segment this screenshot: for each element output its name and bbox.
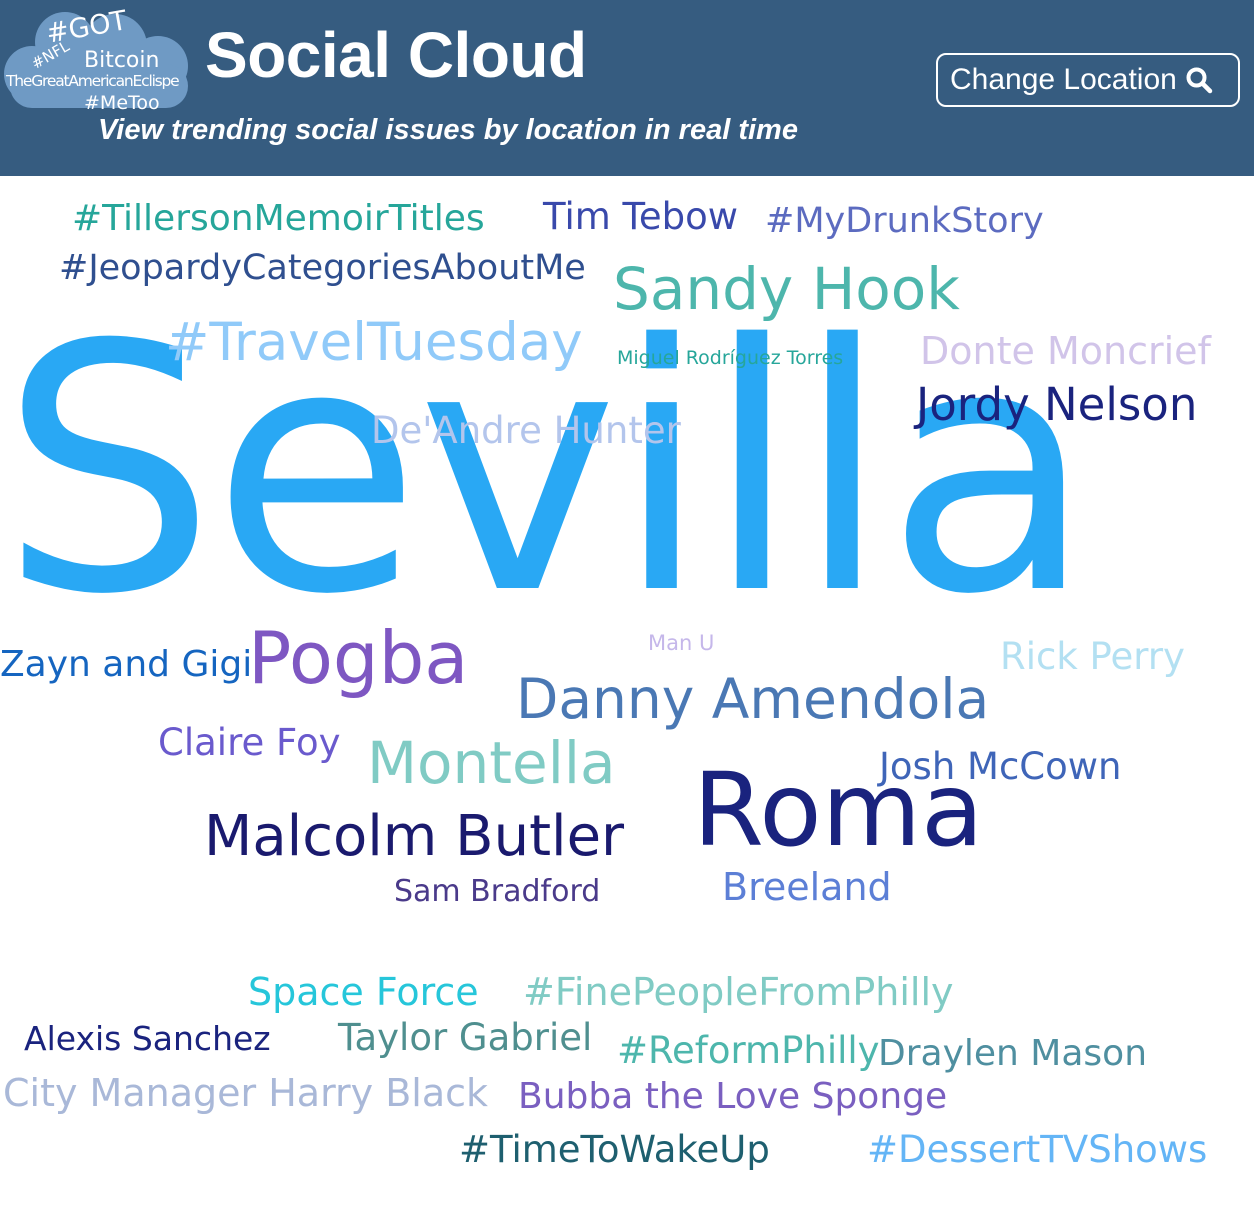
cloud-logo-icon — [4, 12, 188, 108]
trend-word[interactable]: Pogba — [248, 616, 469, 700]
trend-word[interactable]: Sevilla — [0, 273, 1094, 669]
change-location-button[interactable]: Change Location — [936, 53, 1240, 107]
trend-word[interactable]: #TillersonMemoirTitles — [72, 198, 485, 239]
app-subtitle: View trending social issues by location … — [98, 114, 798, 146]
trend-word[interactable]: #ReformPhilly — [617, 1029, 880, 1072]
trend-word[interactable]: Montella — [367, 729, 616, 797]
trend-word[interactable]: Sandy Hook — [613, 255, 960, 323]
trend-word[interactable]: #JeopardyCategoriesAboutMe — [59, 248, 586, 288]
trend-word[interactable]: #TimeToWakeUp — [459, 1128, 770, 1171]
trend-word[interactable]: Taylor Gabriel — [338, 1016, 593, 1059]
change-location-label: Change Location — [950, 63, 1177, 96]
trend-word[interactable]: Draylen Mason — [878, 1033, 1148, 1074]
trend-word[interactable]: City Manager Harry Black — [3, 1071, 489, 1115]
logo-word: #MeToo — [84, 92, 160, 114]
trend-word[interactable]: Sam Bradford — [394, 874, 601, 909]
logo-word: TheGreatAmericanEclispe — [6, 72, 180, 90]
trend-word[interactable]: #FinePeopleFromPhilly — [523, 970, 954, 1014]
trend-word[interactable]: Roma — [693, 751, 984, 870]
trend-word[interactable]: Malcolm Butler — [204, 804, 625, 869]
trend-word[interactable]: Bubba the Love Sponge — [518, 1076, 948, 1117]
trend-word[interactable]: Jordy Nelson — [916, 378, 1198, 431]
trend-word[interactable]: Zayn and Gigi — [0, 644, 253, 685]
trend-word[interactable]: Claire Foy — [158, 721, 341, 764]
trend-word[interactable]: #MyDrunkStory — [765, 201, 1044, 241]
trend-word[interactable]: Rick Perry — [1000, 635, 1185, 678]
search-icon — [1186, 67, 1213, 94]
app-title: Social Cloud — [205, 19, 587, 91]
app-header: #GOT #NFL Bitcoin TheGreatAmericanEclisp… — [0, 0, 1254, 176]
logo-word: Bitcoin — [84, 48, 160, 73]
trend-word[interactable]: Man U — [648, 631, 715, 655]
trend-word[interactable]: Miguel Rodríguez Torres — [617, 347, 844, 369]
word-cloud: #TillersonMemoirTitles Tim Tebow #MyDrun… — [0, 176, 1254, 1230]
trend-word[interactable]: #TravelTuesday — [165, 312, 583, 373]
trend-word[interactable]: Space Force — [248, 970, 479, 1014]
trend-word[interactable]: Donte Moncrief — [920, 329, 1211, 373]
trend-word[interactable]: Tim Tebow — [543, 195, 739, 238]
trend-word[interactable]: Breeland — [722, 865, 892, 909]
trend-word[interactable]: Josh McCown — [879, 745, 1122, 788]
trend-word[interactable]: #DessertTVShows — [867, 1128, 1208, 1171]
trend-word[interactable]: Danny Amendola — [516, 667, 990, 731]
trend-word[interactable]: De'Andre Hunter — [371, 409, 681, 452]
trend-word[interactable]: Alexis Sanchez — [24, 1019, 271, 1058]
social-cloud-logo[interactable]: #GOT #NFL Bitcoin TheGreatAmericanEclisp… — [0, 4, 200, 114]
